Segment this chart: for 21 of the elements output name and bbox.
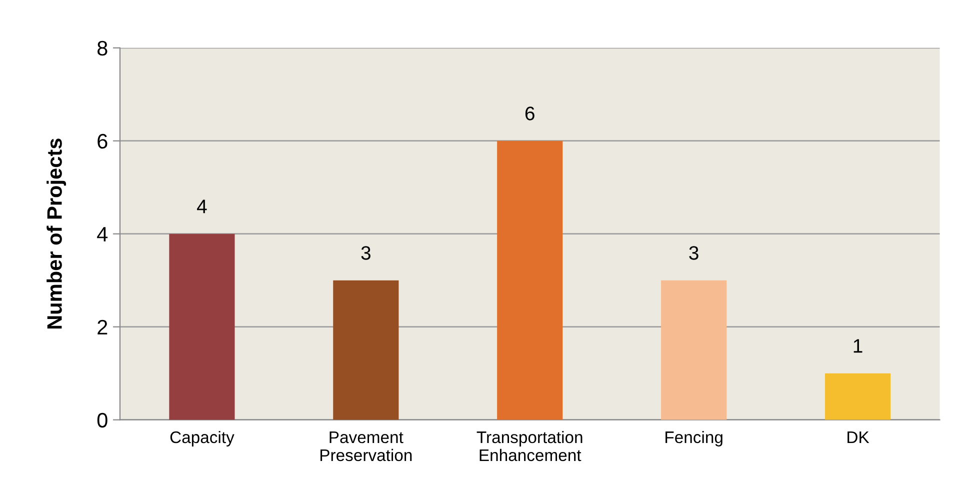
data-label: 1 <box>854 339 862 353</box>
y-tick-label: 6 <box>98 134 108 149</box>
y-tick-label: 4 <box>97 227 108 242</box>
bar <box>661 280 727 420</box>
y-tick-label: 0 <box>97 412 108 428</box>
x-tick-label: Capacity <box>170 430 234 446</box>
y-tick-label: 8 <box>97 40 108 56</box>
data-label: 6 <box>525 106 534 120</box>
x-tick-label: DK <box>848 432 870 444</box>
y-tick-label: 2 <box>98 320 108 334</box>
x-tick-label: Transportation Enhancement <box>476 430 582 462</box>
bar <box>824 373 891 420</box>
bar <box>497 140 563 420</box>
x-tick-label: Fencing <box>666 430 722 446</box>
data-label: 3 <box>689 246 698 260</box>
x-tick-label: Pavement Preservation <box>320 432 412 462</box>
data-label: 3 <box>361 246 370 260</box>
y-axis-title: Number of Projects <box>46 138 66 329</box>
data-label: 4 <box>196 200 207 214</box>
bar <box>333 280 399 420</box>
bar <box>169 234 235 420</box>
